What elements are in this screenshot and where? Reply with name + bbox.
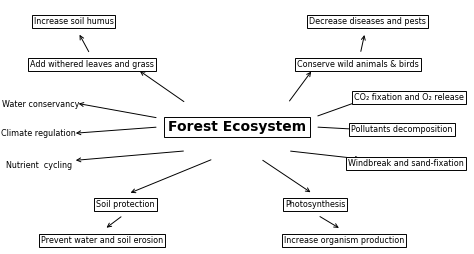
- Text: Pollutants decomposition: Pollutants decomposition: [351, 125, 453, 134]
- Text: Decrease diseases and pests: Decrease diseases and pests: [309, 17, 426, 26]
- Text: CO₂ fixation and O₂ release: CO₂ fixation and O₂ release: [354, 93, 464, 102]
- Text: Climate regulation: Climate regulation: [1, 129, 76, 138]
- Text: Soil protection: Soil protection: [96, 200, 155, 209]
- Text: Water conservancy: Water conservancy: [1, 100, 79, 109]
- Text: Conserve wild animals & birds: Conserve wild animals & birds: [297, 60, 419, 69]
- Text: Increase soil humus: Increase soil humus: [34, 17, 113, 26]
- Text: Windbreak and sand-fixation: Windbreak and sand-fixation: [348, 159, 464, 168]
- Text: Nutrient  cycling: Nutrient cycling: [6, 161, 72, 170]
- Text: Photosynthesis: Photosynthesis: [285, 200, 346, 209]
- Text: Increase organism production: Increase organism production: [283, 235, 404, 245]
- Text: Add withered leaves and grass: Add withered leaves and grass: [30, 60, 155, 69]
- Text: Prevent water and soil erosion: Prevent water and soil erosion: [41, 235, 163, 245]
- Text: Forest Ecosystem: Forest Ecosystem: [168, 120, 306, 134]
